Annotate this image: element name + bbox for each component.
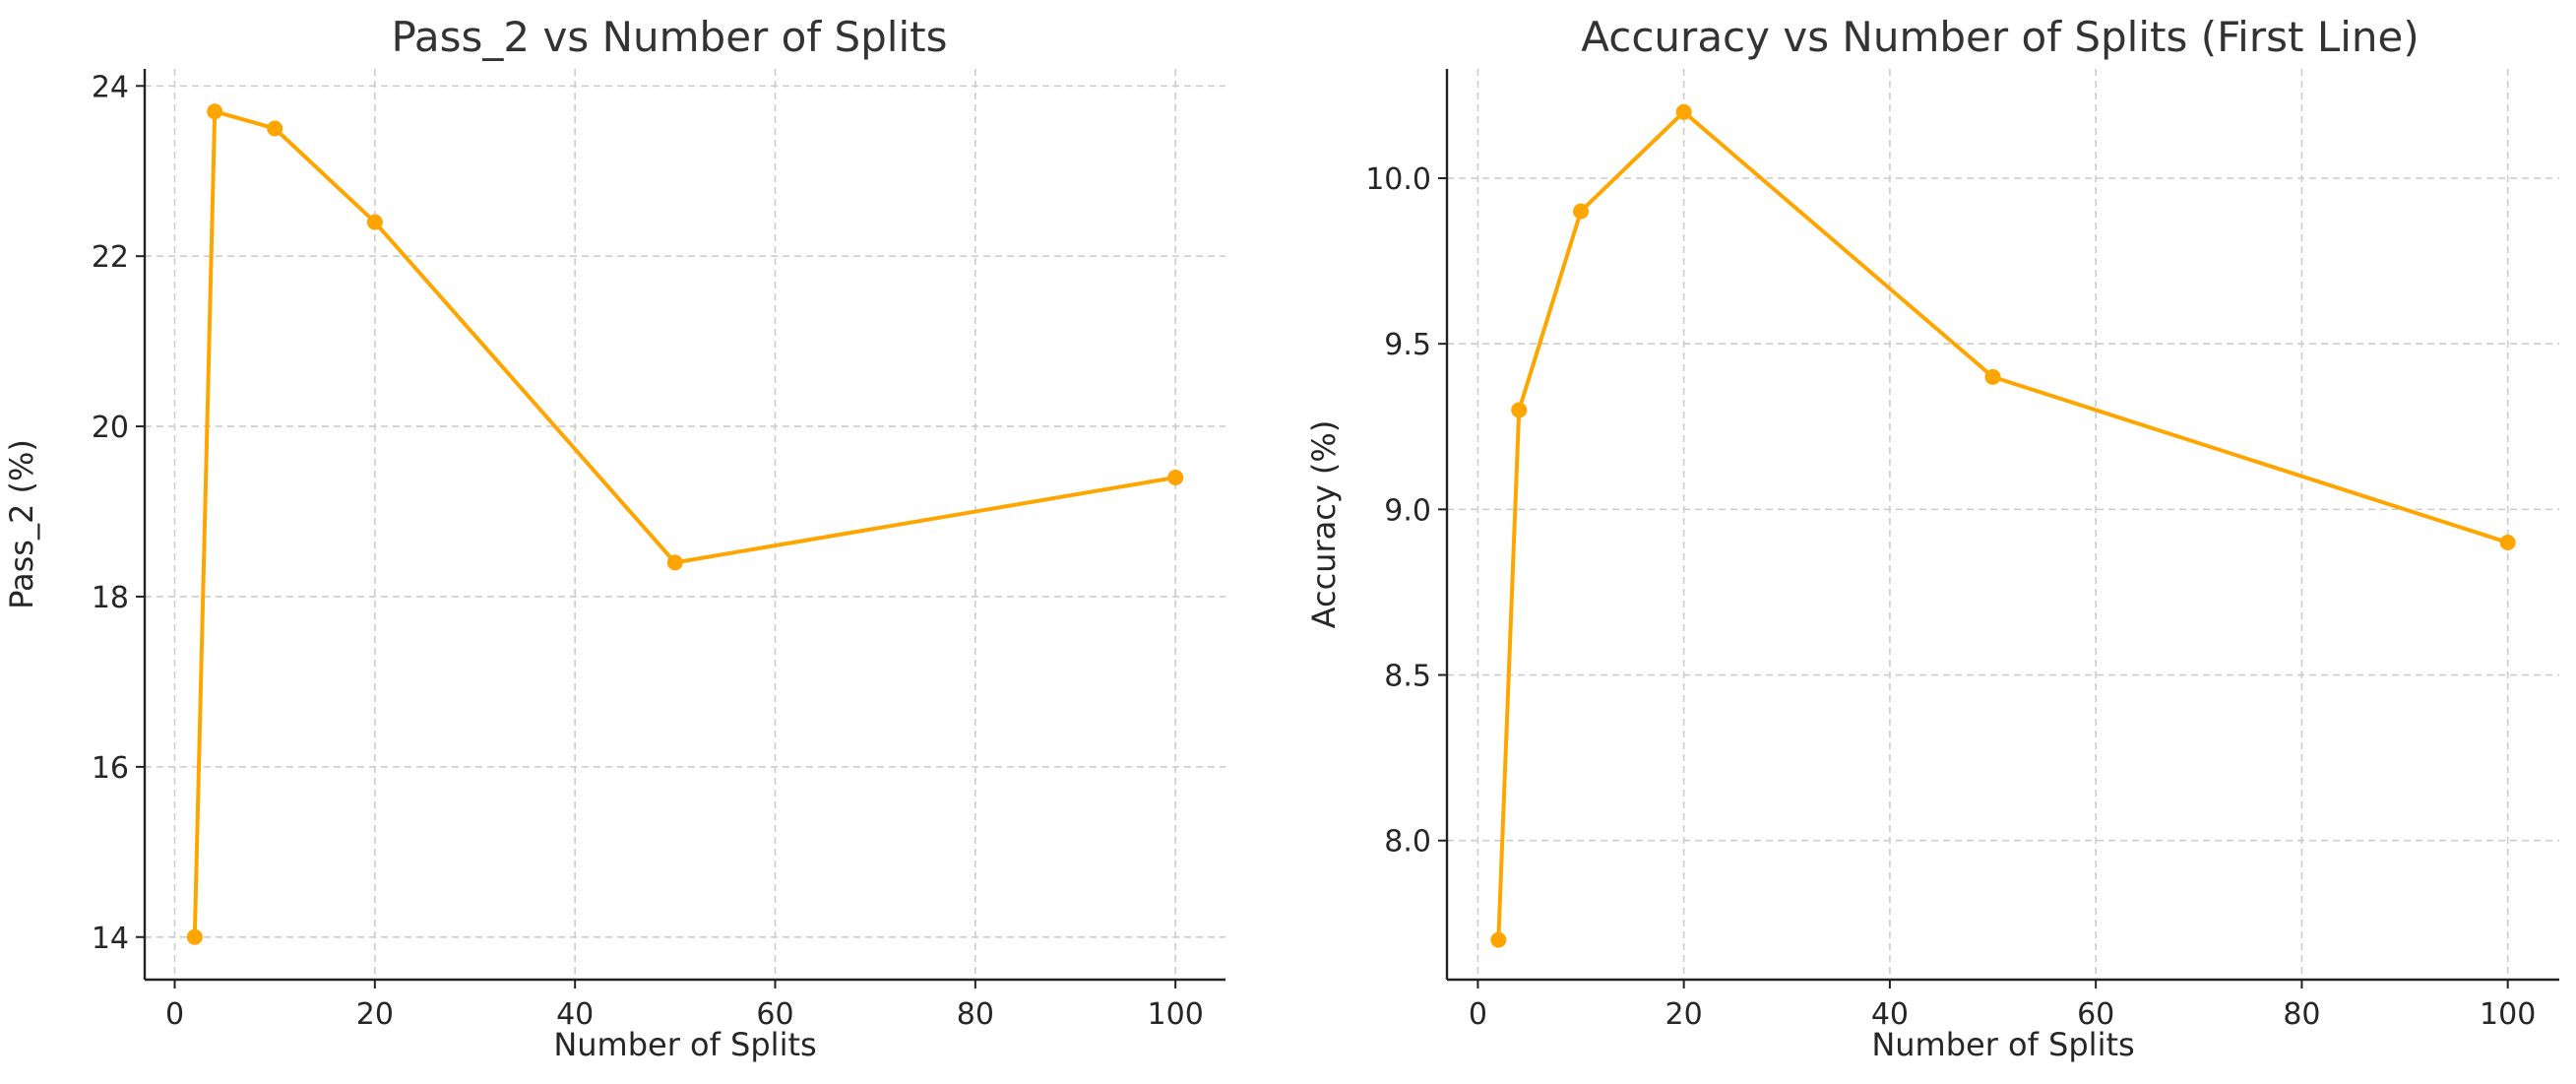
data-point xyxy=(1675,103,1692,120)
y-tick-label: 8.5 xyxy=(1384,660,1431,694)
data-point xyxy=(1167,469,1184,485)
x-tick-label: 40 xyxy=(556,997,594,1032)
x-axis-label: Number of Splits xyxy=(1871,1026,2134,1063)
pass2-chart: 0 20 40 60 80 100 14 16 18 20 22 24 Pass_2 vs Number… xyxy=(3,13,1225,1063)
y-tick-label: 9.0 xyxy=(1384,493,1431,528)
data-point xyxy=(267,120,283,137)
x-tick-label: 40 xyxy=(1871,997,1909,1032)
y-tick-label: 10.0 xyxy=(1365,162,1431,197)
x-tick-label: 20 xyxy=(1665,997,1703,1032)
x-tick-label: 80 xyxy=(957,997,994,1032)
y-tick-label: 14 xyxy=(92,922,129,956)
y-tick-label: 20 xyxy=(92,411,129,445)
x-tick-label: 20 xyxy=(356,997,394,1032)
x-tick-label: 0 xyxy=(1469,997,1487,1032)
x-tick-label: 60 xyxy=(756,997,793,1032)
accuracy-chart: 0 20 40 60 80 100 8.0 8.5 9.0 9.5 10.0 Accuracy vs … xyxy=(1305,13,2559,1063)
data-point xyxy=(1984,368,2001,385)
data-point xyxy=(186,928,203,945)
y-tick-label: 22 xyxy=(92,240,129,275)
x-tick-label: 100 xyxy=(1148,997,1204,1032)
x-tick-label: 100 xyxy=(2480,997,2536,1032)
data-point xyxy=(207,103,223,120)
data-point xyxy=(1573,203,1590,220)
y-tick-label: 16 xyxy=(92,751,129,786)
y-tick-label: 18 xyxy=(92,581,129,615)
data-point xyxy=(1511,402,1528,418)
chart-title: Pass_2 vs Number of Splits xyxy=(391,13,947,61)
x-axis-label: Number of Splits xyxy=(553,1026,816,1063)
data-point xyxy=(1490,931,1507,948)
series-line xyxy=(1496,109,2510,942)
chart-title: Accuracy vs Number of Splits (First Line… xyxy=(1581,13,2419,61)
y-axis-label: Accuracy (%) xyxy=(1305,420,1343,629)
series-line xyxy=(192,109,1178,939)
data-point xyxy=(366,214,383,230)
y-axis-label: Pass_2 (%) xyxy=(3,439,40,609)
data-point xyxy=(666,554,683,571)
y-tick-label: 8.0 xyxy=(1384,825,1431,860)
x-tick-label: 0 xyxy=(165,997,184,1032)
y-tick-label: 24 xyxy=(92,70,129,104)
data-point xyxy=(2499,535,2516,550)
x-tick-label: 80 xyxy=(2283,997,2320,1032)
y-tick-label: 9.5 xyxy=(1384,328,1431,362)
x-tick-label: 60 xyxy=(2077,997,2114,1032)
